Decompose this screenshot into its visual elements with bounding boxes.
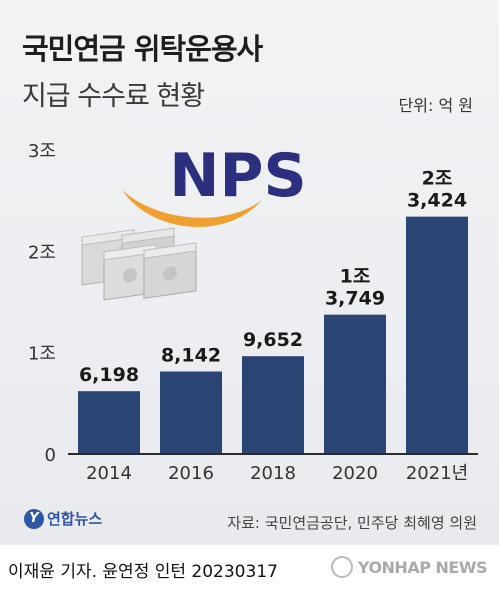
bar xyxy=(324,314,386,454)
bar-value-label: 2조 xyxy=(422,168,453,190)
bar-value-label: 6,198 xyxy=(79,364,139,386)
x-tick-label: 2021년 xyxy=(406,463,468,484)
y-tick-label: 1조 xyxy=(28,344,56,365)
page-subtitle: 지급 수수료 현황 xyxy=(22,81,205,112)
watermark-text: YONHAP NEWS xyxy=(357,557,488,577)
x-axis: 2014 2016 2018 2020 2021년 xyxy=(68,453,478,484)
source-note: 자료: 국민연금공단, 민주당 최혜영 의원 xyxy=(227,514,477,532)
nps-swoosh xyxy=(122,190,262,227)
bar-value-label: 1조 xyxy=(340,266,371,288)
y-tick-label: 0 xyxy=(45,445,56,466)
bar-value-label: 3,424 xyxy=(407,190,467,212)
x-tick-label: 2016 xyxy=(168,463,214,484)
nps-logo: NPS xyxy=(122,141,307,227)
watermark-circle-icon xyxy=(330,556,353,578)
bar xyxy=(242,356,304,454)
bars-group xyxy=(78,216,468,454)
x-tick-label: 2014 xyxy=(86,463,132,484)
bar xyxy=(160,371,222,454)
bar-value-label: 3,749 xyxy=(325,288,385,310)
x-tick-label: 2018 xyxy=(250,463,296,484)
bar xyxy=(406,216,468,454)
bar-value-label: 9,652 xyxy=(243,329,303,351)
page-title: 국민연금 위탁운용사 xyxy=(22,32,263,66)
credit-line: 이재윤 기자. 윤연정 인턴 20230317 xyxy=(8,562,278,582)
y-tick-label: 3조 xyxy=(28,141,56,162)
yonhap-logo-name: 연합뉴스 xyxy=(47,510,103,528)
unit-label: 단위: 억 원 xyxy=(398,96,473,115)
value-labels-group: 6,198 8,142 9,652 1조3,749 2조3,424 xyxy=(79,168,467,387)
yonhap-logo: Y 연합뉴스 xyxy=(24,508,102,529)
nps-logo-text: NPS xyxy=(169,141,306,211)
x-tick-label: 2020 xyxy=(332,463,378,484)
y-tick-label: 2조 xyxy=(28,242,56,263)
yonhap-watermark: YONHAP NEWS xyxy=(330,556,488,578)
bar xyxy=(78,391,140,454)
yonhap-logo-mark: Y xyxy=(24,508,44,529)
y-axis: 0 1조 2조 3조 xyxy=(28,141,56,466)
bar-value-label: 8,142 xyxy=(161,344,221,366)
money-stack-illustration xyxy=(81,227,197,301)
